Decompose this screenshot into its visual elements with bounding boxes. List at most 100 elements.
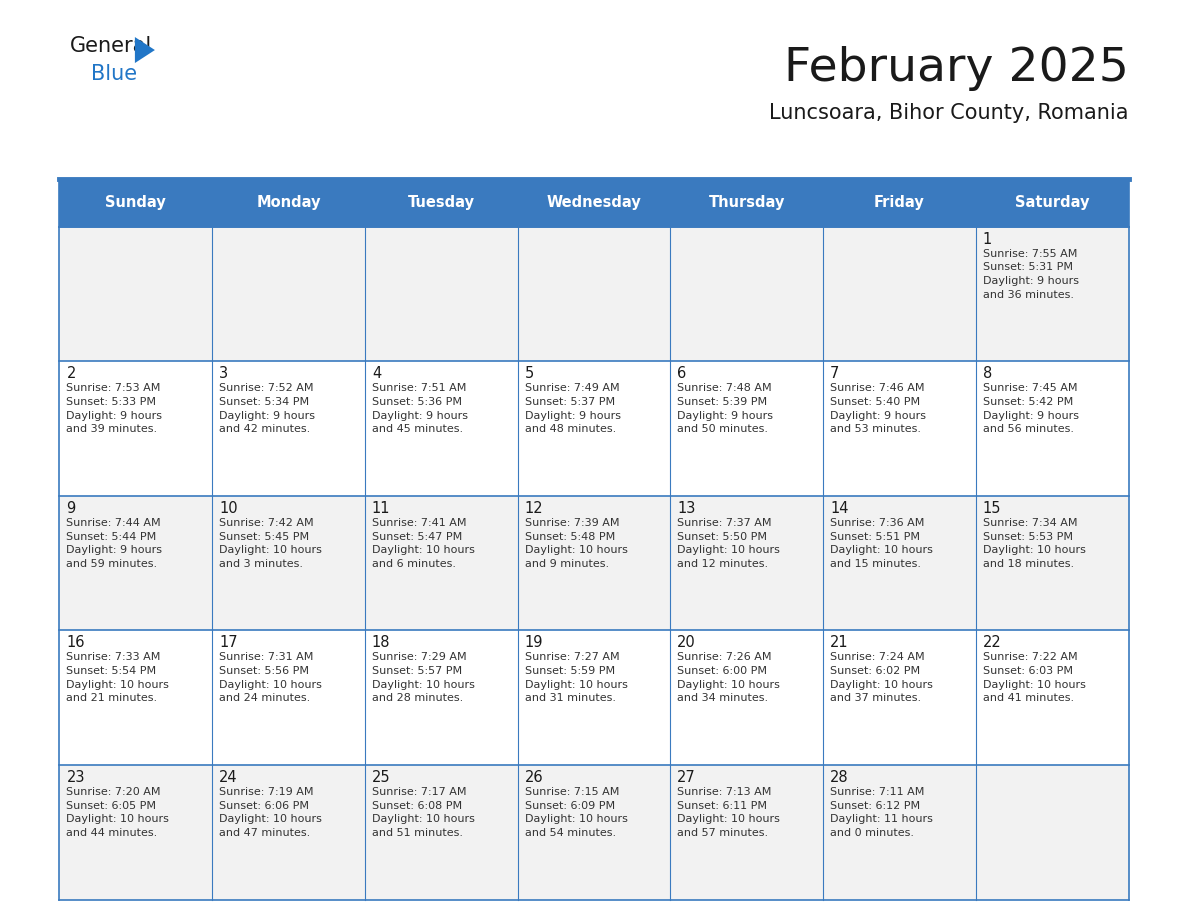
Text: 23: 23 xyxy=(67,770,84,785)
Text: Sunrise: 7:27 AM
Sunset: 5:59 PM
Daylight: 10 hours
and 31 minutes.: Sunrise: 7:27 AM Sunset: 5:59 PM Dayligh… xyxy=(525,653,627,703)
Text: 20: 20 xyxy=(677,635,696,651)
Text: 2: 2 xyxy=(67,366,76,381)
Text: 17: 17 xyxy=(219,635,238,651)
Bar xyxy=(823,496,975,631)
Text: Sunrise: 7:17 AM
Sunset: 6:08 PM
Daylight: 10 hours
and 51 minutes.: Sunrise: 7:17 AM Sunset: 6:08 PM Dayligh… xyxy=(372,787,475,838)
Text: Sunrise: 7:22 AM
Sunset: 6:03 PM
Daylight: 10 hours
and 41 minutes.: Sunrise: 7:22 AM Sunset: 6:03 PM Dayligh… xyxy=(982,653,1086,703)
Bar xyxy=(975,631,1129,765)
Text: Sunrise: 7:36 AM
Sunset: 5:51 PM
Daylight: 10 hours
and 15 minutes.: Sunrise: 7:36 AM Sunset: 5:51 PM Dayligh… xyxy=(830,518,933,569)
Text: 16: 16 xyxy=(67,635,84,651)
Text: Sunrise: 7:49 AM
Sunset: 5:37 PM
Daylight: 9 hours
and 48 minutes.: Sunrise: 7:49 AM Sunset: 5:37 PM Dayligh… xyxy=(525,384,620,434)
Text: February 2025: February 2025 xyxy=(784,46,1129,91)
Text: Sunrise: 7:37 AM
Sunset: 5:50 PM
Daylight: 10 hours
and 12 minutes.: Sunrise: 7:37 AM Sunset: 5:50 PM Dayligh… xyxy=(677,518,781,569)
Bar xyxy=(59,631,213,765)
Text: 15: 15 xyxy=(982,501,1001,516)
Bar xyxy=(518,631,670,765)
Text: Sunrise: 7:33 AM
Sunset: 5:54 PM
Daylight: 10 hours
and 21 minutes.: Sunrise: 7:33 AM Sunset: 5:54 PM Dayligh… xyxy=(67,653,169,703)
Text: Sunrise: 7:29 AM
Sunset: 5:57 PM
Daylight: 10 hours
and 28 minutes.: Sunrise: 7:29 AM Sunset: 5:57 PM Dayligh… xyxy=(372,653,475,703)
Text: Sunrise: 7:53 AM
Sunset: 5:33 PM
Daylight: 9 hours
and 39 minutes.: Sunrise: 7:53 AM Sunset: 5:33 PM Dayligh… xyxy=(67,384,163,434)
Bar xyxy=(365,496,518,631)
Text: Sunrise: 7:39 AM
Sunset: 5:48 PM
Daylight: 10 hours
and 9 minutes.: Sunrise: 7:39 AM Sunset: 5:48 PM Dayligh… xyxy=(525,518,627,569)
Bar xyxy=(518,496,670,631)
Text: Blue: Blue xyxy=(91,63,138,84)
Text: 18: 18 xyxy=(372,635,391,651)
Text: Tuesday: Tuesday xyxy=(407,196,475,210)
Text: Sunrise: 7:31 AM
Sunset: 5:56 PM
Daylight: 10 hours
and 24 minutes.: Sunrise: 7:31 AM Sunset: 5:56 PM Dayligh… xyxy=(219,653,322,703)
Text: Sunrise: 7:48 AM
Sunset: 5:39 PM
Daylight: 9 hours
and 50 minutes.: Sunrise: 7:48 AM Sunset: 5:39 PM Dayligh… xyxy=(677,384,773,434)
Bar xyxy=(823,227,975,362)
Bar xyxy=(823,362,975,496)
Bar xyxy=(823,631,975,765)
Text: 10: 10 xyxy=(219,501,238,516)
Bar xyxy=(213,765,365,900)
Bar xyxy=(670,765,823,900)
Bar xyxy=(59,765,213,900)
Bar xyxy=(59,362,213,496)
Bar xyxy=(365,362,518,496)
Text: 21: 21 xyxy=(830,635,848,651)
Bar xyxy=(975,496,1129,631)
Bar xyxy=(518,227,670,362)
Text: 11: 11 xyxy=(372,501,391,516)
Bar xyxy=(975,227,1129,362)
Text: Friday: Friday xyxy=(874,196,925,210)
Bar xyxy=(670,362,823,496)
Text: Monday: Monday xyxy=(257,196,321,210)
Bar xyxy=(670,496,823,631)
Bar xyxy=(518,362,670,496)
Bar xyxy=(213,496,365,631)
Text: Thursday: Thursday xyxy=(708,196,785,210)
Text: Sunrise: 7:44 AM
Sunset: 5:44 PM
Daylight: 9 hours
and 59 minutes.: Sunrise: 7:44 AM Sunset: 5:44 PM Dayligh… xyxy=(67,518,163,569)
Text: Sunrise: 7:13 AM
Sunset: 6:11 PM
Daylight: 10 hours
and 57 minutes.: Sunrise: 7:13 AM Sunset: 6:11 PM Dayligh… xyxy=(677,787,781,838)
Text: Sunrise: 7:34 AM
Sunset: 5:53 PM
Daylight: 10 hours
and 18 minutes.: Sunrise: 7:34 AM Sunset: 5:53 PM Dayligh… xyxy=(982,518,1086,569)
Bar xyxy=(59,496,213,631)
Text: 4: 4 xyxy=(372,366,381,381)
Text: 7: 7 xyxy=(830,366,840,381)
Text: 3: 3 xyxy=(219,366,228,381)
Bar xyxy=(213,631,365,765)
Text: Sunrise: 7:11 AM
Sunset: 6:12 PM
Daylight: 11 hours
and 0 minutes.: Sunrise: 7:11 AM Sunset: 6:12 PM Dayligh… xyxy=(830,787,933,838)
Text: General: General xyxy=(69,36,152,56)
Bar xyxy=(365,765,518,900)
Bar xyxy=(518,765,670,900)
Text: 13: 13 xyxy=(677,501,696,516)
Bar xyxy=(975,362,1129,496)
Bar xyxy=(670,631,823,765)
Text: Luncsoara, Bihor County, Romania: Luncsoara, Bihor County, Romania xyxy=(769,103,1129,122)
Bar xyxy=(213,362,365,496)
Bar xyxy=(823,765,975,900)
Text: Sunrise: 7:51 AM
Sunset: 5:36 PM
Daylight: 9 hours
and 45 minutes.: Sunrise: 7:51 AM Sunset: 5:36 PM Dayligh… xyxy=(372,384,468,434)
Text: 22: 22 xyxy=(982,635,1001,651)
Text: 24: 24 xyxy=(219,770,238,785)
Text: 28: 28 xyxy=(830,770,848,785)
Text: Wednesday: Wednesday xyxy=(546,196,642,210)
Text: 5: 5 xyxy=(525,366,533,381)
Bar xyxy=(365,631,518,765)
Bar xyxy=(59,227,213,362)
Text: Sunrise: 7:20 AM
Sunset: 6:05 PM
Daylight: 10 hours
and 44 minutes.: Sunrise: 7:20 AM Sunset: 6:05 PM Dayligh… xyxy=(67,787,169,838)
Text: 27: 27 xyxy=(677,770,696,785)
Text: Sunrise: 7:26 AM
Sunset: 6:00 PM
Daylight: 10 hours
and 34 minutes.: Sunrise: 7:26 AM Sunset: 6:00 PM Dayligh… xyxy=(677,653,781,703)
Text: 12: 12 xyxy=(525,501,543,516)
Bar xyxy=(975,765,1129,900)
Bar xyxy=(670,227,823,362)
Text: 26: 26 xyxy=(525,770,543,785)
Text: Sunday: Sunday xyxy=(106,196,166,210)
Bar xyxy=(213,227,365,362)
Text: Sunrise: 7:19 AM
Sunset: 6:06 PM
Daylight: 10 hours
and 47 minutes.: Sunrise: 7:19 AM Sunset: 6:06 PM Dayligh… xyxy=(219,787,322,838)
Text: Sunrise: 7:41 AM
Sunset: 5:47 PM
Daylight: 10 hours
and 6 minutes.: Sunrise: 7:41 AM Sunset: 5:47 PM Dayligh… xyxy=(372,518,475,569)
Text: Sunrise: 7:42 AM
Sunset: 5:45 PM
Daylight: 10 hours
and 3 minutes.: Sunrise: 7:42 AM Sunset: 5:45 PM Dayligh… xyxy=(219,518,322,569)
Bar xyxy=(365,227,518,362)
Bar xyxy=(59,179,1129,227)
Text: Sunrise: 7:55 AM
Sunset: 5:31 PM
Daylight: 9 hours
and 36 minutes.: Sunrise: 7:55 AM Sunset: 5:31 PM Dayligh… xyxy=(982,249,1079,299)
Text: Sunrise: 7:24 AM
Sunset: 6:02 PM
Daylight: 10 hours
and 37 minutes.: Sunrise: 7:24 AM Sunset: 6:02 PM Dayligh… xyxy=(830,653,933,703)
Text: Sunrise: 7:46 AM
Sunset: 5:40 PM
Daylight: 9 hours
and 53 minutes.: Sunrise: 7:46 AM Sunset: 5:40 PM Dayligh… xyxy=(830,384,927,434)
Text: Sunrise: 7:45 AM
Sunset: 5:42 PM
Daylight: 9 hours
and 56 minutes.: Sunrise: 7:45 AM Sunset: 5:42 PM Dayligh… xyxy=(982,384,1079,434)
Text: 8: 8 xyxy=(982,366,992,381)
Text: 6: 6 xyxy=(677,366,687,381)
Text: 9: 9 xyxy=(67,501,76,516)
Text: 19: 19 xyxy=(525,635,543,651)
Text: 1: 1 xyxy=(982,231,992,247)
Text: 25: 25 xyxy=(372,770,391,785)
Text: Sunrise: 7:52 AM
Sunset: 5:34 PM
Daylight: 9 hours
and 42 minutes.: Sunrise: 7:52 AM Sunset: 5:34 PM Dayligh… xyxy=(219,384,315,434)
